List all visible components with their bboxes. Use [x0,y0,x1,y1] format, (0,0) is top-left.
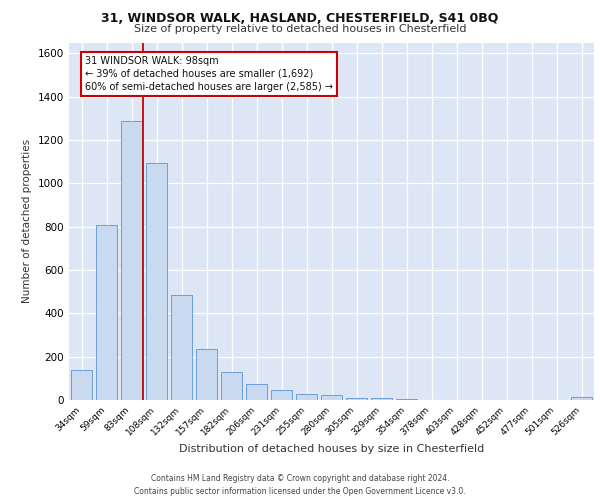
Bar [146,163,167,400]
Bar [171,295,192,400]
Text: Size of property relative to detached houses in Chesterfield: Size of property relative to detached ho… [134,24,466,34]
Y-axis label: Number of detached properties: Number of detached properties [22,139,32,304]
X-axis label: Distribution of detached houses by size in Chesterfield: Distribution of detached houses by size … [179,444,484,454]
Text: 31, WINDSOR WALK, HASLAND, CHESTERFIELD, S41 0BQ: 31, WINDSOR WALK, HASLAND, CHESTERFIELD,… [101,12,499,26]
Bar [96,224,117,400]
Bar [71,370,92,400]
Bar [571,397,592,400]
Text: Contains HM Land Registry data © Crown copyright and database right 2024.
Contai: Contains HM Land Registry data © Crown c… [134,474,466,496]
Bar [246,384,267,400]
Bar [371,398,392,400]
Bar [346,398,367,400]
Bar [321,395,342,400]
Bar [296,394,317,400]
Text: 31 WINDSOR WALK: 98sqm
← 39% of detached houses are smaller (1,692)
60% of semi-: 31 WINDSOR WALK: 98sqm ← 39% of detached… [85,56,332,92]
Bar [121,120,142,400]
Bar [221,372,242,400]
Bar [196,349,217,400]
Bar [271,390,292,400]
